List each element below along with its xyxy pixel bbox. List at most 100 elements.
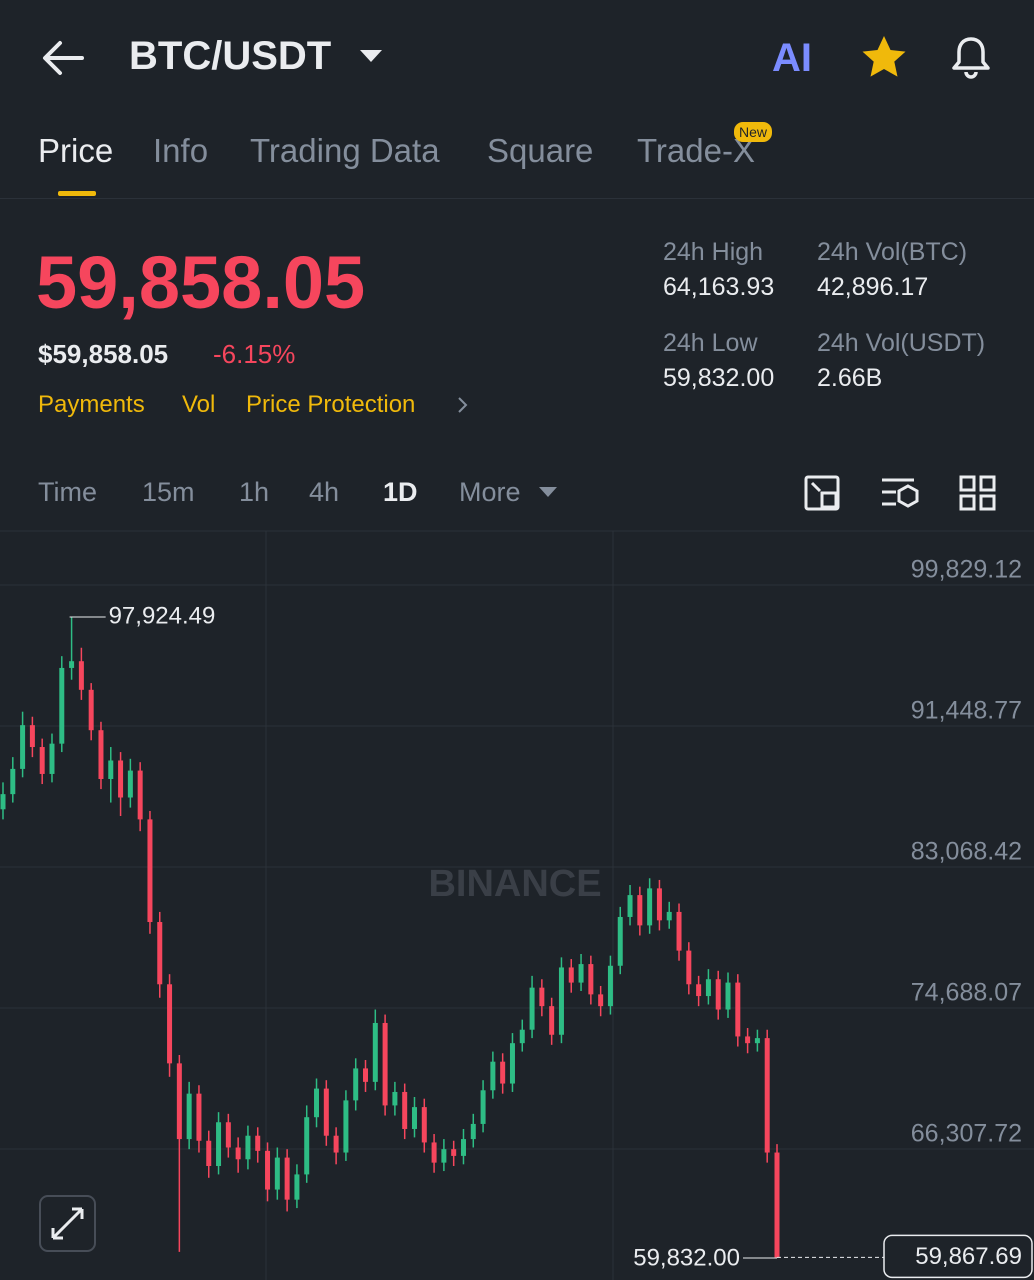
candle-body [705,979,711,997]
tab-price[interactable]: Price [38,132,114,169]
price-change: -6.15% [213,339,296,369]
candle-body [314,1088,320,1118]
candle-body [754,1038,760,1044]
chart-tools[interactable] [804,474,1000,512]
candle-body [167,984,173,1064]
expand-button[interactable] [39,1195,96,1252]
bell-button[interactable] [948,34,994,80]
candle-body [411,1107,417,1129]
candle-body [725,982,731,1010]
candle-body [735,982,741,1037]
candle-body [216,1122,222,1167]
candle-body [588,964,594,995]
candle-body [676,911,682,951]
last-price: 59,858.05 [36,241,366,324]
candle-body [118,760,124,798]
candle-body [568,967,574,983]
stat-value: 42,896.17 [817,273,929,301]
last-price-label: 59,867.69 [915,1243,1022,1270]
candle-body [343,1100,349,1153]
stat-label: 24h Vol(BTC) [817,238,968,266]
back-button[interactable] [40,38,84,78]
candle-body [265,1150,271,1190]
candle-body [500,1061,506,1084]
candle-body [598,994,604,1007]
candle-body [421,1107,427,1143]
last-price-box [883,1234,1033,1279]
max-label: 97,924.49 [109,602,216,629]
candle-body [617,916,623,966]
y-tick-label: 66,307.72 [911,1120,1022,1148]
candle-body [402,1091,408,1129]
candle-body [49,743,55,774]
y-tick-label: 99,829.12 [911,556,1022,584]
watermark: BINANCE [428,863,601,905]
candle-body [627,895,633,917]
interval[interactable]: Time [38,477,97,507]
pair-title[interactable]: BTC/USDT [129,34,332,78]
candle-body [137,770,143,820]
candle-body [39,747,45,774]
candle-body [392,1091,398,1106]
candle-body [333,1135,339,1153]
candle-body [490,1061,496,1091]
candle-body [147,819,153,923]
tab-trading-data[interactable]: Trading Data [250,132,440,169]
candle-body [696,984,702,997]
tab-info[interactable]: Info [153,132,209,169]
stat-label: 24h Low [663,329,758,357]
candle-body [225,1122,231,1148]
candle-body [176,1063,182,1140]
interval[interactable]: 1h [239,477,270,507]
candle-body [88,689,94,731]
candle-body [196,1093,202,1141]
candle-body [186,1093,192,1140]
stat-value: 2.66B [817,364,883,392]
candle-body [206,1140,212,1167]
candle-body [549,1006,555,1035]
link-price-protection[interactable]: Price Protection [246,391,416,418]
usd-price: $59,858.05 [38,339,169,369]
candle-body [764,1038,770,1153]
candle-body [647,888,653,926]
link-vol[interactable]: Vol [182,391,216,418]
candle-body [460,1139,466,1156]
candle-body [539,987,545,1007]
candle-body [294,1174,300,1200]
candle-body [353,1068,359,1101]
interval[interactable]: 4h [309,477,340,507]
candle-body [637,895,643,926]
link-chevron [458,397,468,413]
candle-body [529,987,535,1030]
candle-body [363,1068,369,1082]
pair-caret[interactable] [358,48,384,64]
candle-body [78,661,84,690]
candle-body [0,794,6,810]
candle-body [441,1149,447,1163]
interval[interactable]: 15m [142,477,195,507]
link-payments[interactable]: Payments [38,391,145,418]
candle-body [69,661,75,668]
candle-body [108,760,114,779]
candle-body [656,888,662,921]
y-tick-label: 83,068.42 [911,838,1022,866]
candle-body [127,770,133,798]
interval-more[interactable]: More [459,477,521,507]
stat-label: 24h Vol(USDT) [817,329,986,357]
y-tick-label: 74,688.07 [911,979,1022,1007]
ai-button[interactable]: AI [772,36,812,80]
candle-body [29,725,35,748]
candle-body [578,964,584,983]
expand-icon [51,1207,84,1240]
candle-body [98,730,104,779]
candle-body [245,1135,251,1160]
candle-body [255,1135,261,1151]
favorite-star[interactable] [860,34,908,80]
candle-body [480,1090,486,1124]
interval[interactable]: 1D [383,477,418,507]
tab-square[interactable]: Square [487,132,594,169]
more-caret [539,487,557,497]
candle-body [372,1022,378,1082]
